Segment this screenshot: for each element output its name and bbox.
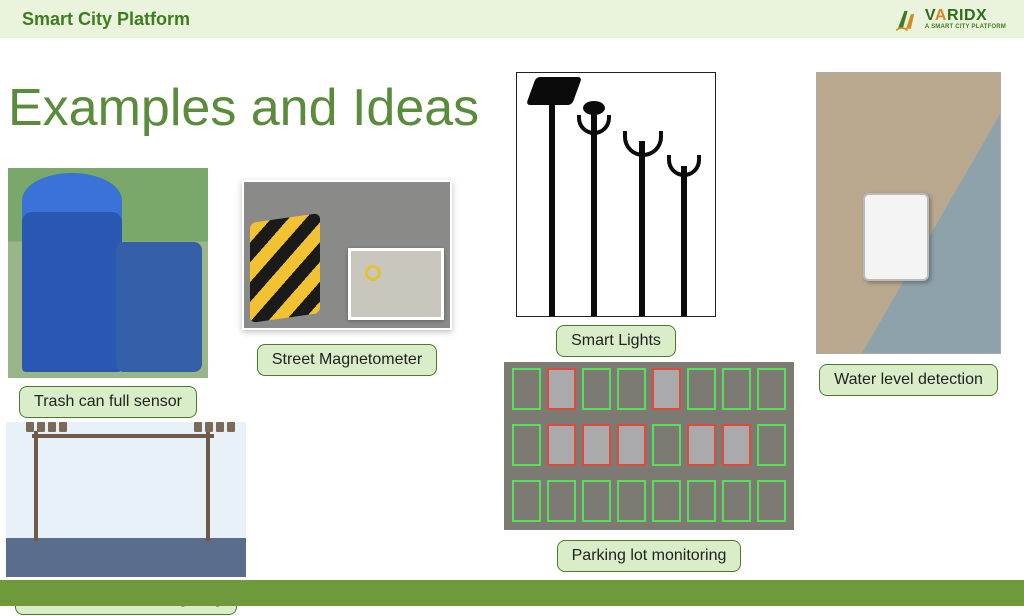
logo-icon — [893, 6, 919, 32]
caption-smart-lights: Smart Lights — [556, 325, 676, 357]
image-smart-lights — [516, 72, 716, 317]
example-magnetometer: Street Magnetometer — [242, 180, 452, 376]
header-title: Smart City Platform — [22, 9, 190, 30]
example-water-level: Water level detection — [816, 72, 1001, 396]
image-parking — [504, 362, 794, 530]
logo: VARIDX A SMART CITY PLATFORM — [893, 6, 1006, 32]
caption-water-level: Water level detection — [819, 364, 998, 396]
example-smart-lights: Smart Lights — [516, 72, 716, 357]
image-trash-sensor — [8, 168, 208, 378]
image-stadium-lighting — [6, 422, 246, 577]
example-parking: Parking lot monitoring — [504, 362, 794, 572]
caption-trash: Trash can full sensor — [19, 386, 197, 418]
page-title: Examples and Ideas — [8, 78, 479, 138]
logo-text: VARIDX A SMART CITY PLATFORM — [925, 8, 1006, 30]
caption-parking: Parking lot monitoring — [557, 540, 742, 572]
image-magnetometer — [242, 180, 452, 330]
example-trash: Trash can full sensor — [8, 168, 208, 418]
image-water-level — [816, 72, 1001, 354]
caption-magnetometer: Street Magnetometer — [257, 344, 437, 376]
footer-bar — [0, 580, 1024, 606]
header-bar: Smart City Platform VARIDX A SMART CITY … — [0, 0, 1024, 38]
logo-tagline: A SMART CITY PLATFORM — [925, 24, 1006, 30]
